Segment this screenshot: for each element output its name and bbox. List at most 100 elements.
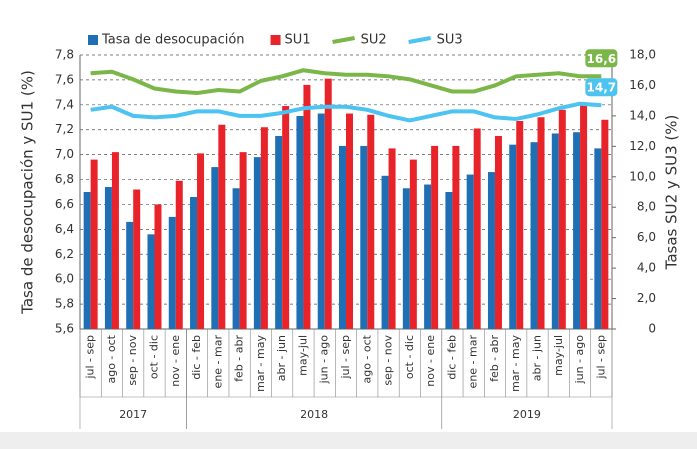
legend-swatch	[408, 36, 431, 44]
x-tick-label: oct - dic	[147, 335, 160, 379]
x-tick-label: jul - sep	[594, 335, 607, 380]
bar	[431, 145, 439, 329]
bar	[253, 157, 261, 329]
bar	[594, 148, 602, 329]
bar	[190, 196, 198, 329]
bar	[360, 145, 368, 329]
bar	[83, 192, 91, 329]
x-tick-label: oct - dic	[403, 335, 416, 379]
bar	[487, 172, 495, 329]
legend-swatch	[88, 35, 98, 45]
bar	[445, 192, 453, 329]
legend-label: SU1	[285, 33, 311, 48]
value-label: 16,6	[587, 52, 617, 66]
bar	[381, 175, 389, 329]
y2-tick-label: 14,0	[629, 108, 656, 122]
bar	[494, 135, 502, 329]
y2-tick-label: 2,0	[637, 291, 656, 305]
y2-axis-label: Tasas SU2 y SU3 (%)	[663, 115, 681, 271]
y-tick-label: 6,0	[55, 272, 74, 286]
x-tick-label: feb - abr	[233, 335, 246, 382]
x-tick-label: abr - jun	[275, 335, 288, 381]
y-tick-label: 7,4	[55, 97, 74, 111]
bar	[388, 148, 396, 329]
bar	[473, 128, 481, 329]
y2-tick-label: 6,0	[637, 230, 656, 244]
bar	[317, 113, 325, 329]
bar	[147, 234, 155, 329]
x-tick-label: sep - nov	[126, 335, 139, 386]
y-tick-label: 6,2	[55, 247, 74, 261]
bar	[466, 174, 474, 329]
y2-tick-label: 10,0	[629, 169, 656, 183]
y-tick-label: 6,6	[55, 197, 74, 211]
bar	[601, 119, 609, 329]
x-tick-label: dic - feb	[190, 335, 203, 380]
bar	[537, 117, 545, 329]
y-tick-label: 5,8	[55, 297, 74, 311]
legend-swatch	[332, 36, 355, 44]
bar	[133, 189, 141, 329]
group-label: 2017	[119, 408, 147, 421]
bar	[218, 124, 226, 329]
x-tick-label: ago - oct	[105, 334, 118, 383]
y2-tick-label: 12,0	[629, 139, 656, 153]
legend-label: SU2	[361, 33, 387, 48]
x-tick-label: mar - may	[509, 335, 522, 392]
value-label-box	[585, 78, 618, 97]
bar	[402, 188, 410, 329]
line	[90, 101, 602, 123]
y2-tick-label: 8,0	[637, 200, 656, 214]
bar	[111, 152, 119, 329]
x-tick-label: feb - abr	[488, 335, 501, 382]
legend-label: SU3	[437, 33, 463, 48]
bar	[409, 159, 417, 329]
x-tick-label: jul - sep	[84, 335, 97, 380]
bar	[211, 167, 219, 329]
x-tick-label: ene - mar	[211, 335, 224, 389]
value-label: 14,7	[587, 81, 617, 95]
x-tick-label: nov - ene	[424, 335, 437, 387]
bar	[339, 145, 346, 329]
bar	[239, 152, 247, 329]
bar	[346, 113, 353, 329]
bar	[275, 135, 283, 329]
value-label-box	[585, 49, 618, 68]
x-tick-label: jun - ago	[318, 335, 331, 385]
y-tick-label: 5,6	[55, 322, 74, 336]
bar	[232, 188, 240, 329]
bar	[452, 145, 460, 329]
x-tick-label: abr - jun	[531, 335, 544, 381]
bar	[154, 204, 162, 329]
x-tick-label: ene - mar	[467, 335, 480, 389]
line	[90, 68, 602, 96]
bar	[509, 144, 517, 329]
bar	[260, 127, 268, 330]
bar	[296, 116, 304, 329]
y-axis-label: Tasa de desocupación y SU1 (%)	[19, 70, 37, 315]
bar	[126, 221, 134, 329]
bar	[324, 78, 332, 329]
x-tick-label: dic - feb	[445, 335, 458, 380]
bar	[558, 109, 566, 329]
y2-tick-label: 4,0	[637, 261, 656, 275]
y-tick-label: 6,4	[55, 222, 74, 236]
y-tick-label: 7,8	[55, 48, 74, 62]
y2-tick-label: 0	[648, 322, 656, 336]
bar	[424, 184, 432, 329]
x-tick-label: jun - ago	[573, 335, 586, 385]
bar	[516, 121, 524, 329]
y-tick-label: 7,0	[55, 147, 74, 161]
x-tick-label: nov - ene	[169, 335, 182, 387]
x-tick-label: mar - may	[254, 335, 267, 392]
bar	[104, 187, 112, 329]
x-tick-label: sep - nov	[382, 335, 395, 386]
bar	[90, 159, 98, 329]
bar	[367, 114, 375, 329]
y2-tick-label: 16,0	[629, 78, 656, 92]
legend-swatch	[270, 35, 281, 45]
x-tick-label: may-jul	[552, 335, 565, 376]
y-tick-label: 6,8	[55, 172, 74, 186]
y-tick-label: 7,6	[55, 72, 74, 86]
y-tick-label: 7,2	[55, 122, 74, 136]
